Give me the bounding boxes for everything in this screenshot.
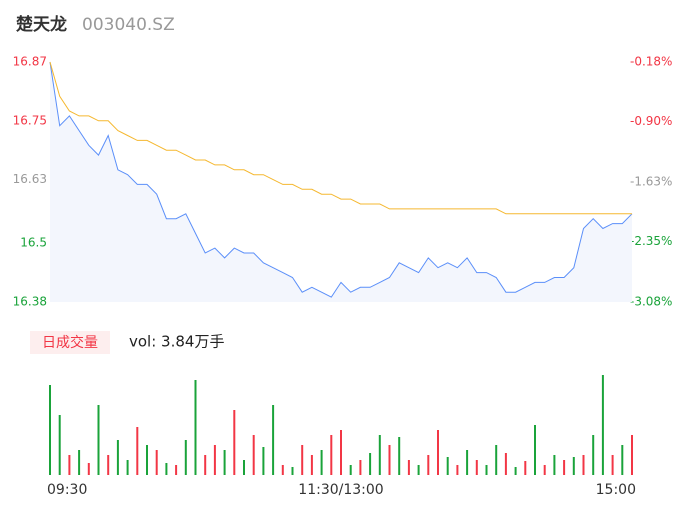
volume-bar xyxy=(204,455,207,475)
volume-bar xyxy=(349,465,352,475)
volume-bar xyxy=(155,450,158,475)
x-tick-label: 09:30 xyxy=(47,482,87,498)
volume-bar xyxy=(68,455,71,475)
volume-bar xyxy=(534,425,536,475)
volume-bar xyxy=(301,445,304,475)
volume-bar xyxy=(563,460,566,475)
volume-bar xyxy=(475,460,478,475)
volume-bar xyxy=(320,450,323,475)
volume-bar xyxy=(495,445,498,475)
volume-annotation: vol: 3.84万手 xyxy=(129,333,224,351)
y-tick-label: 16.63 xyxy=(13,172,47,186)
volume-bar xyxy=(281,465,284,475)
volume-bar xyxy=(407,460,410,475)
y2-tick-label: -3.08% xyxy=(630,295,672,309)
volume-bar xyxy=(417,465,420,475)
volume-bar xyxy=(233,410,236,475)
volume-bar xyxy=(223,450,226,475)
volume-bar xyxy=(213,445,216,475)
volume-bar xyxy=(291,467,294,475)
volume-bar xyxy=(252,435,255,475)
average-line xyxy=(49,61,632,215)
volume-bar xyxy=(437,430,439,475)
y-tick-label: 16.87 xyxy=(13,55,47,69)
volume-bar xyxy=(107,455,110,475)
volume-bar xyxy=(243,460,245,475)
legend-box[interactable] xyxy=(30,331,110,354)
volume-bar xyxy=(359,460,362,475)
x-tick-label: 15:00 xyxy=(596,482,636,498)
y2-tick-label: -0.90% xyxy=(630,114,672,128)
volume-bar xyxy=(330,435,333,475)
volume-bar xyxy=(272,405,275,475)
volume-bar xyxy=(165,463,168,475)
volume-bar xyxy=(49,385,51,475)
volume-bar xyxy=(58,415,61,475)
volume-bar xyxy=(97,405,100,475)
volume-bar xyxy=(116,440,119,475)
volume-bar xyxy=(485,465,488,475)
x-tick-label: 11:30/13:00 xyxy=(298,482,383,498)
y2-tick-label: -0.18% xyxy=(630,55,672,69)
stock-code: 003040.SZ xyxy=(82,15,175,35)
volume-bar xyxy=(378,435,381,475)
volume-bar xyxy=(456,465,459,475)
y-tick-label: 16.38 xyxy=(13,295,47,309)
volume-bar xyxy=(310,455,313,475)
volume-bar xyxy=(388,445,391,475)
volume-bar xyxy=(78,450,81,475)
price-line xyxy=(49,61,633,298)
volume-bar xyxy=(126,460,129,475)
stock-name: 楚天龙 xyxy=(16,14,67,35)
volume-bar xyxy=(601,375,604,475)
volume-bar xyxy=(146,445,148,475)
volume-bar xyxy=(621,445,624,475)
volume-bar xyxy=(194,380,197,475)
legend-label[interactable]: 日成交量 xyxy=(42,334,98,351)
volume-bar xyxy=(446,457,449,475)
volume-bar xyxy=(175,465,178,475)
volume-bar xyxy=(611,455,614,475)
y2-tick-label: -1.63% xyxy=(630,175,672,189)
y2-tick-label: -2.35% xyxy=(630,234,672,248)
volume-bar xyxy=(427,455,430,475)
volume-bar xyxy=(340,430,342,475)
volume-bar xyxy=(184,440,187,475)
volume-bar xyxy=(572,457,575,475)
volume-bar xyxy=(262,447,265,475)
y-tick-label: 16.75 xyxy=(13,113,47,127)
volume-bar xyxy=(543,465,546,475)
volume-bar xyxy=(553,455,556,475)
volume-bar xyxy=(369,453,372,475)
volume-bar xyxy=(631,435,633,475)
volume-bar xyxy=(514,467,517,475)
volume-bar xyxy=(398,437,401,475)
volume-bar xyxy=(504,453,507,475)
volume-bar xyxy=(592,435,595,475)
price-area xyxy=(50,62,632,302)
volume-bar xyxy=(87,463,90,475)
volume-bar xyxy=(524,461,527,475)
y-tick-label: 16.5 xyxy=(20,236,47,250)
volume-bar xyxy=(466,450,469,475)
volume-bar xyxy=(582,455,585,475)
volume-bar xyxy=(136,427,139,475)
